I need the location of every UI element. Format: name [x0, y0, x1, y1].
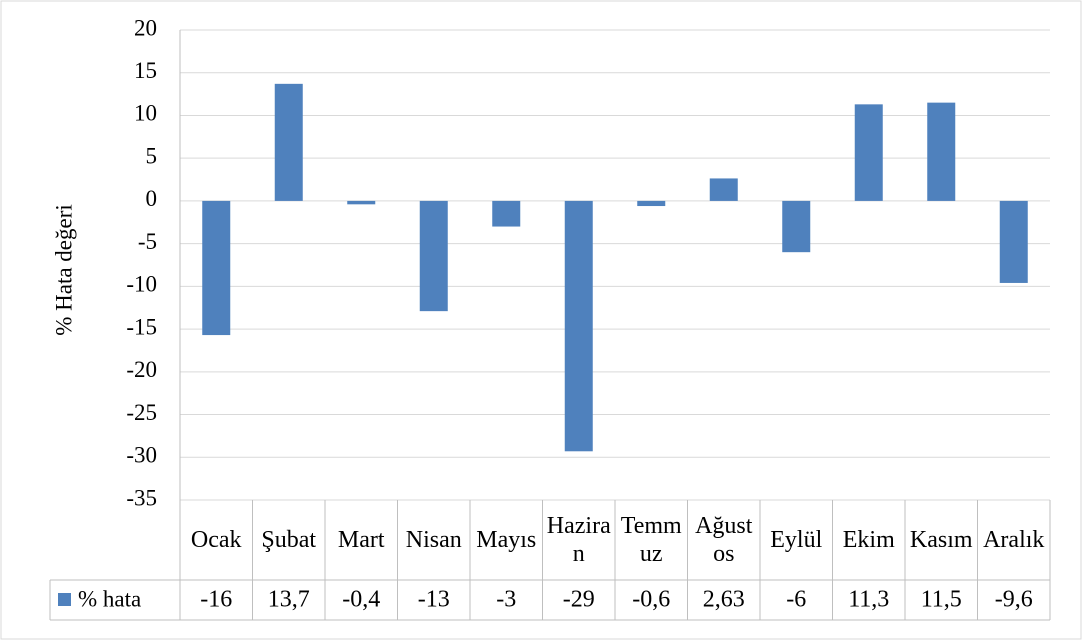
x-tick-label: Ekim — [842, 527, 895, 553]
category-cell: Kasım — [909, 527, 973, 553]
x-tick-label: Haziran — [546, 513, 611, 567]
x-tick-label: Eylül — [770, 527, 823, 553]
y-tick-label: -25 — [126, 400, 157, 425]
value-label: -16 — [200, 587, 232, 613]
category-cell: Mayıs — [476, 527, 537, 553]
y-tick-label: 15 — [134, 58, 157, 83]
x-tick-label: Mayıs — [476, 527, 537, 553]
y-tick-label: -5 — [138, 229, 157, 254]
y-tick-label: -15 — [126, 314, 157, 339]
value-label: -13 — [418, 587, 450, 613]
value-label: 13,7 — [268, 587, 310, 613]
bar — [274, 83, 303, 201]
category-cell: Mart — [337, 527, 385, 553]
bar — [709, 178, 738, 201]
category-cell: Temmuz — [620, 513, 682, 567]
x-tick-label: Şubat — [261, 527, 317, 553]
value-label: -9,6 — [995, 587, 1033, 613]
y-axis-title: % Hata değeri — [51, 204, 76, 336]
bar — [202, 200, 231, 336]
y-tick-label: 20 — [134, 15, 157, 40]
category-cell: Şubat — [261, 527, 317, 553]
bar — [854, 104, 883, 201]
y-tick-label: -10 — [126, 272, 157, 297]
category-cell: Ağustos — [695, 513, 753, 567]
value-label: -3 — [496, 587, 516, 613]
category-cell: Ekim — [842, 527, 895, 553]
x-tick-label: Ocak — [190, 527, 242, 553]
x-tick-label: Kasım — [909, 527, 973, 553]
x-tick-label: Aralık — [983, 527, 1045, 553]
category-cell: Aralık — [983, 527, 1045, 553]
y-tick-label: 10 — [134, 101, 157, 126]
value-label: 2,63 — [703, 587, 745, 613]
y-tick-label: 0 — [146, 186, 158, 211]
value-label: -6 — [786, 587, 806, 613]
bar — [999, 200, 1028, 283]
legend-swatch — [58, 593, 71, 606]
bar — [782, 200, 811, 253]
y-tick-label: 5 — [146, 143, 158, 168]
bar — [927, 102, 956, 201]
value-label: 11,3 — [848, 587, 889, 613]
category-cell: Ocak — [190, 527, 242, 553]
value-label: 11,5 — [921, 587, 962, 613]
category-cell: Eylül — [770, 527, 823, 553]
value-label: -0,6 — [632, 587, 670, 613]
x-tick-label: Nisan — [405, 527, 462, 553]
bar — [637, 200, 666, 207]
y-tick-label: -30 — [126, 443, 157, 468]
x-tick-label: Mart — [337, 527, 385, 553]
category-cell: Haziran — [546, 513, 611, 567]
x-tick-label: Temmuz — [620, 513, 682, 567]
legend-label: % hata — [78, 586, 141, 611]
category-cell: Nisan — [405, 527, 462, 553]
value-label: -29 — [563, 587, 595, 613]
x-tick-label: Ağustos — [695, 513, 753, 567]
bar — [419, 200, 448, 312]
bar — [347, 200, 376, 205]
y-tick-label: -35 — [126, 485, 157, 510]
bar — [564, 200, 593, 452]
y-tick-label: -20 — [126, 357, 157, 382]
value-label: -0,4 — [342, 587, 380, 613]
bar — [492, 200, 521, 227]
